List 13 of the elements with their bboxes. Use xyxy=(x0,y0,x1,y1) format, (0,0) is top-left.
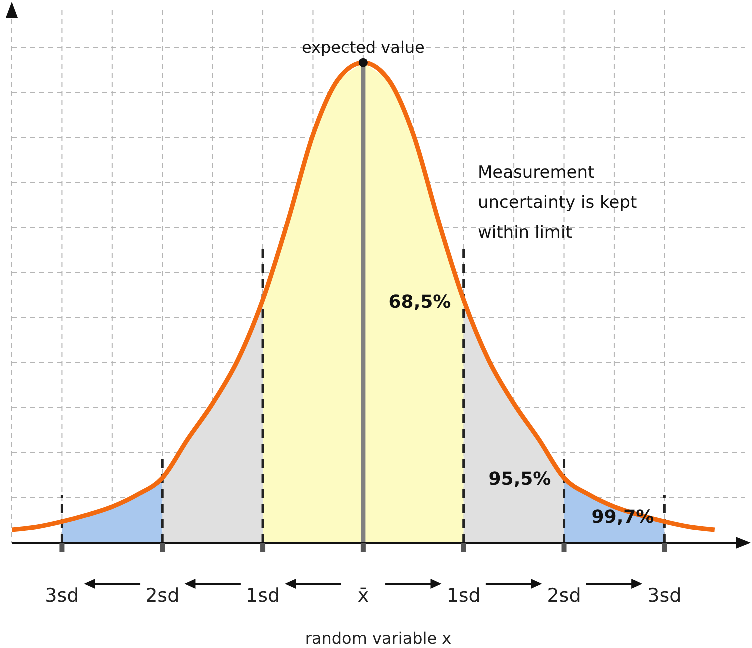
x-tick-label: 1sd xyxy=(246,585,280,607)
x-tick-label: 2sd xyxy=(547,585,582,607)
annotation: expected value xyxy=(302,38,425,57)
annotation: 68,5% xyxy=(388,292,452,313)
x-tick-label: 1sd xyxy=(446,585,481,607)
x-tick-label: x̄ xyxy=(358,585,370,607)
x-tick-label: 3sd xyxy=(648,585,682,607)
x-tick-label: 2sd xyxy=(146,585,180,607)
annotation: 95,5% xyxy=(488,469,552,490)
x-tick-label: 3sd xyxy=(45,585,80,607)
annotation: Measurement uncertainty is kept within limit xyxy=(478,162,638,245)
x-axis-title: random variable x xyxy=(305,629,452,648)
annotation: 99,7% xyxy=(592,507,654,528)
